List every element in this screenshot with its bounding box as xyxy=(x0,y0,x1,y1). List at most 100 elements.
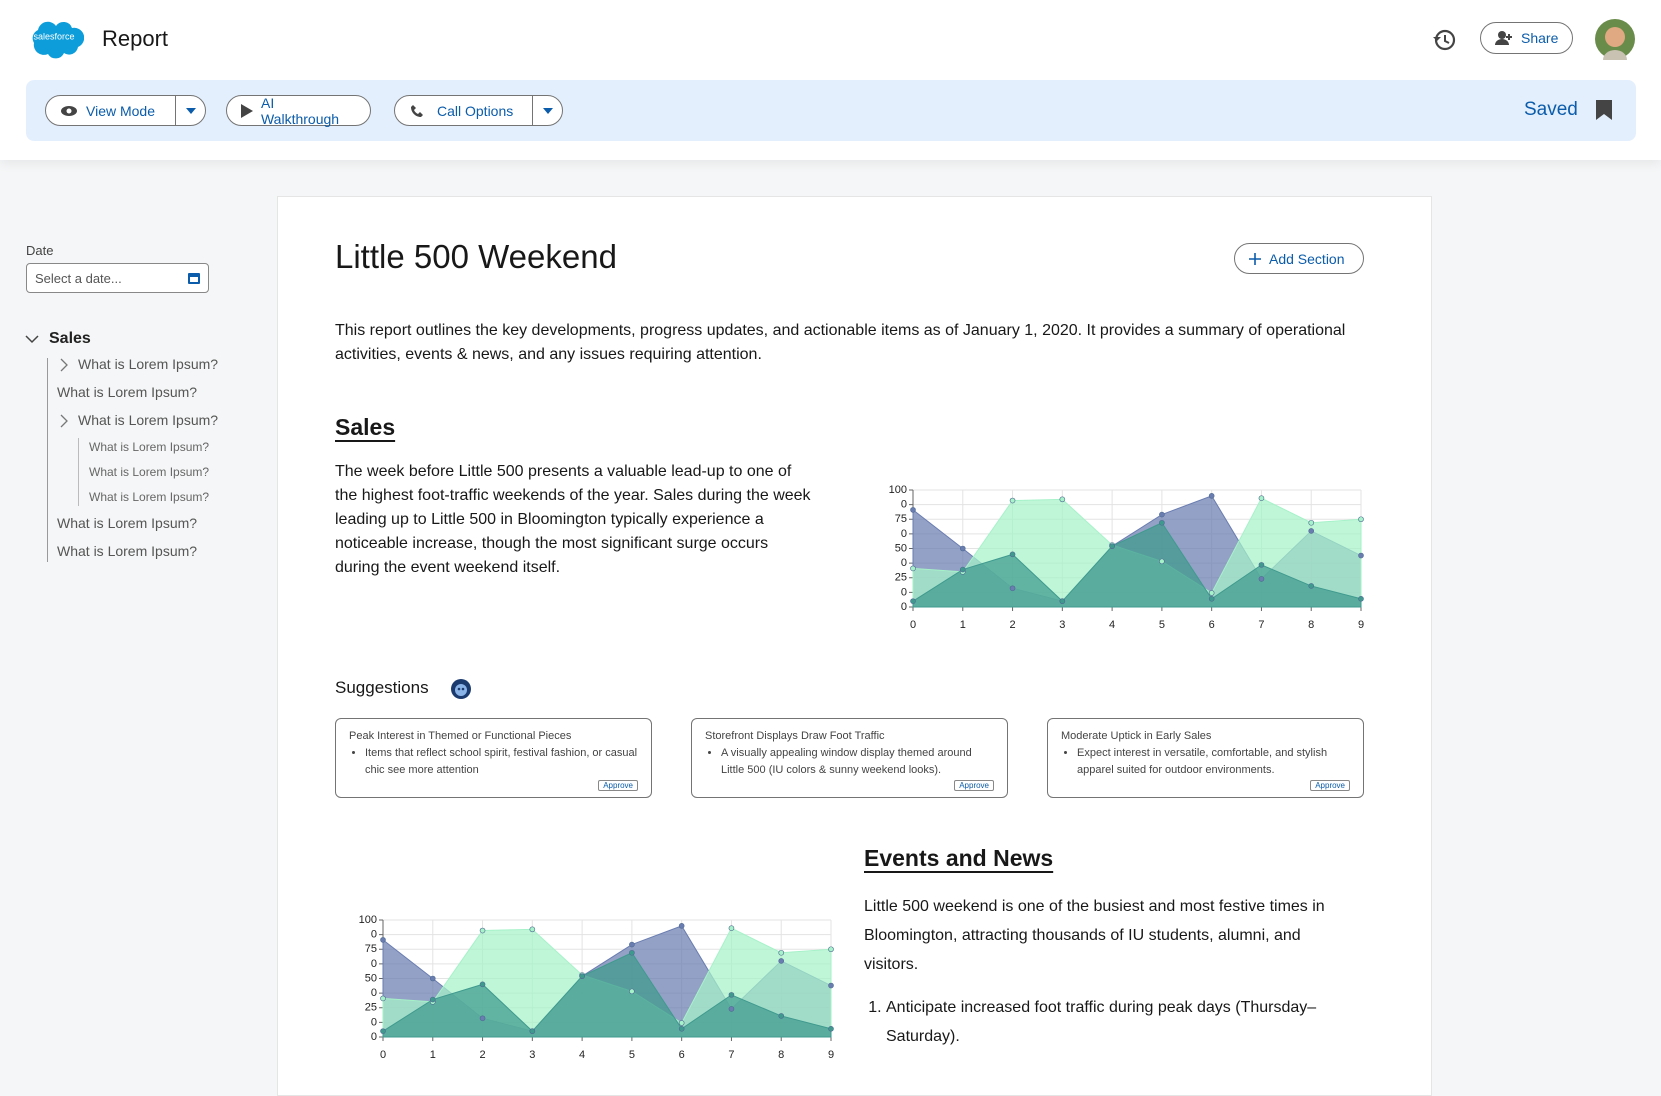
y-tick-label: 25 xyxy=(365,1002,377,1014)
data-point xyxy=(1159,511,1165,518)
date-input[interactable]: Select a date... xyxy=(26,263,209,293)
approve-button[interactable]: Approve xyxy=(598,780,638,791)
approve-button[interactable]: Approve xyxy=(1310,780,1350,791)
tree-item[interactable]: What is Lorem Ipsum? xyxy=(57,384,198,400)
y-tick-label: 0 xyxy=(371,958,377,970)
data-point xyxy=(1009,585,1016,592)
data-point xyxy=(1308,583,1315,589)
data-point xyxy=(910,507,916,513)
tree-item[interactable]: What is Lorem Ipsum? xyxy=(89,490,210,504)
view-mode-dropdown[interactable] xyxy=(175,96,205,125)
plus-icon xyxy=(1249,252,1261,265)
history-icon[interactable] xyxy=(1432,27,1458,53)
chevron-down[interactable] xyxy=(24,332,40,346)
data-point xyxy=(429,996,436,1003)
list-item: Anticipate increased foot traffic during… xyxy=(886,993,1354,1051)
data-point xyxy=(1159,519,1165,526)
report-card xyxy=(277,196,1432,1096)
data-point xyxy=(728,925,735,931)
add-section-label: Add Section xyxy=(1269,250,1345,267)
play-icon xyxy=(241,103,253,118)
x-tick-label: 4 xyxy=(579,1049,585,1061)
data-point xyxy=(629,949,635,956)
data-point xyxy=(1308,528,1315,534)
y-tick-label: 100 xyxy=(359,914,377,926)
y-tick-label: 50 xyxy=(895,542,907,554)
suggestion-bullets: A visually appealing window display them… xyxy=(705,745,994,779)
data-point xyxy=(1208,590,1215,596)
chevron-icon xyxy=(60,358,68,372)
y-tick-label: 50 xyxy=(365,972,377,984)
x-tick-label: 0 xyxy=(910,619,916,631)
data-point xyxy=(1059,496,1066,503)
suggestion-title: Peak Interest in Themed or Functional Pi… xyxy=(349,730,572,742)
x-tick-label: 9 xyxy=(1358,619,1364,631)
data-point xyxy=(959,566,966,573)
data-point xyxy=(1258,562,1265,568)
add-section-button[interactable]: Add Section xyxy=(1234,243,1364,274)
tree-root[interactable]: Sales xyxy=(49,330,91,347)
date-label: Date xyxy=(26,243,54,258)
app-title: Report xyxy=(102,26,169,51)
x-tick-label: 4 xyxy=(1109,619,1115,631)
phone-icon xyxy=(411,104,423,117)
avatar[interactable] xyxy=(1594,18,1636,60)
data-point xyxy=(1208,493,1215,499)
y-tick-label: 0 xyxy=(371,929,377,941)
data-point xyxy=(828,1026,834,1032)
x-tick-label: 8 xyxy=(778,1049,784,1061)
y-tick-label: 25 xyxy=(895,572,907,584)
suggestion-card: Moderate Uptick in Early Sales Expect int… xyxy=(1047,718,1364,798)
tree-item[interactable]: What is Lorem Ipsum? xyxy=(57,543,198,559)
tree-item[interactable]: What is Lorem Ipsum? xyxy=(57,515,198,531)
logo: salesforce xyxy=(32,21,84,59)
data-point xyxy=(728,1006,735,1012)
share-button[interactable]: Share xyxy=(1480,22,1574,54)
bookmark-icon[interactable] xyxy=(1596,100,1612,120)
data-point xyxy=(380,1028,386,1034)
saved-status: Saved xyxy=(1524,99,1578,120)
data-point xyxy=(1358,516,1364,523)
y-tick-label: 0 xyxy=(901,557,907,569)
tree-item[interactable]: What is Lorem Ipsum? xyxy=(89,465,210,479)
events-text: Little 500 weekend is one of the busiest… xyxy=(864,898,1325,973)
y-tick-label: 75 xyxy=(365,943,377,955)
data-point xyxy=(529,1028,536,1034)
y-tick-label: 0 xyxy=(901,499,907,511)
y-tick-label: 0 xyxy=(371,987,377,999)
x-tick-label: 2 xyxy=(1009,619,1015,631)
suggestion-bullet: Expect interest in versatile, comfortabl… xyxy=(1077,745,1350,779)
x-tick-label: 9 xyxy=(828,1049,834,1061)
call-options-dropdown[interactable] xyxy=(532,96,562,125)
data-point xyxy=(479,981,486,988)
data-point xyxy=(778,1013,785,1019)
data-point xyxy=(1059,598,1066,604)
approve-button[interactable]: Approve xyxy=(954,780,994,791)
x-tick-label: 5 xyxy=(1159,619,1165,631)
ai-walkthrough-button[interactable]: AI Walkthrough xyxy=(226,95,371,127)
x-tick-label: 8 xyxy=(1308,619,1314,631)
data-point xyxy=(828,946,834,953)
y-tick-label: 0 xyxy=(901,601,907,613)
data-point xyxy=(579,973,585,979)
tree-item[interactable]: What is Lorem Ipsum? xyxy=(89,440,210,454)
data-point xyxy=(1208,596,1215,602)
sales-text: The week before Little 500 presents a va… xyxy=(335,463,811,576)
x-tick-label: 0 xyxy=(380,1049,386,1061)
tree-guide xyxy=(47,358,48,562)
view-mode-button[interactable]: View Mode xyxy=(45,95,206,126)
x-tick-label: 5 xyxy=(629,1049,635,1061)
tree-item[interactable]: What is Lorem Ipsum? xyxy=(78,412,219,428)
tree-item[interactable]: What is Lorem Ipsum? xyxy=(78,356,219,372)
data-point xyxy=(678,1020,685,1026)
chevron-icon xyxy=(60,414,68,428)
y-tick-label: 0 xyxy=(901,528,907,540)
data-point xyxy=(1009,551,1016,558)
x-tick-label: 3 xyxy=(529,1049,535,1061)
x-tick-label: 1 xyxy=(430,1049,436,1061)
data-point xyxy=(380,937,386,943)
call-options-button[interactable]: Call Options xyxy=(394,95,563,126)
data-point xyxy=(429,975,436,982)
suggestions-heading: Suggestions xyxy=(335,678,429,697)
